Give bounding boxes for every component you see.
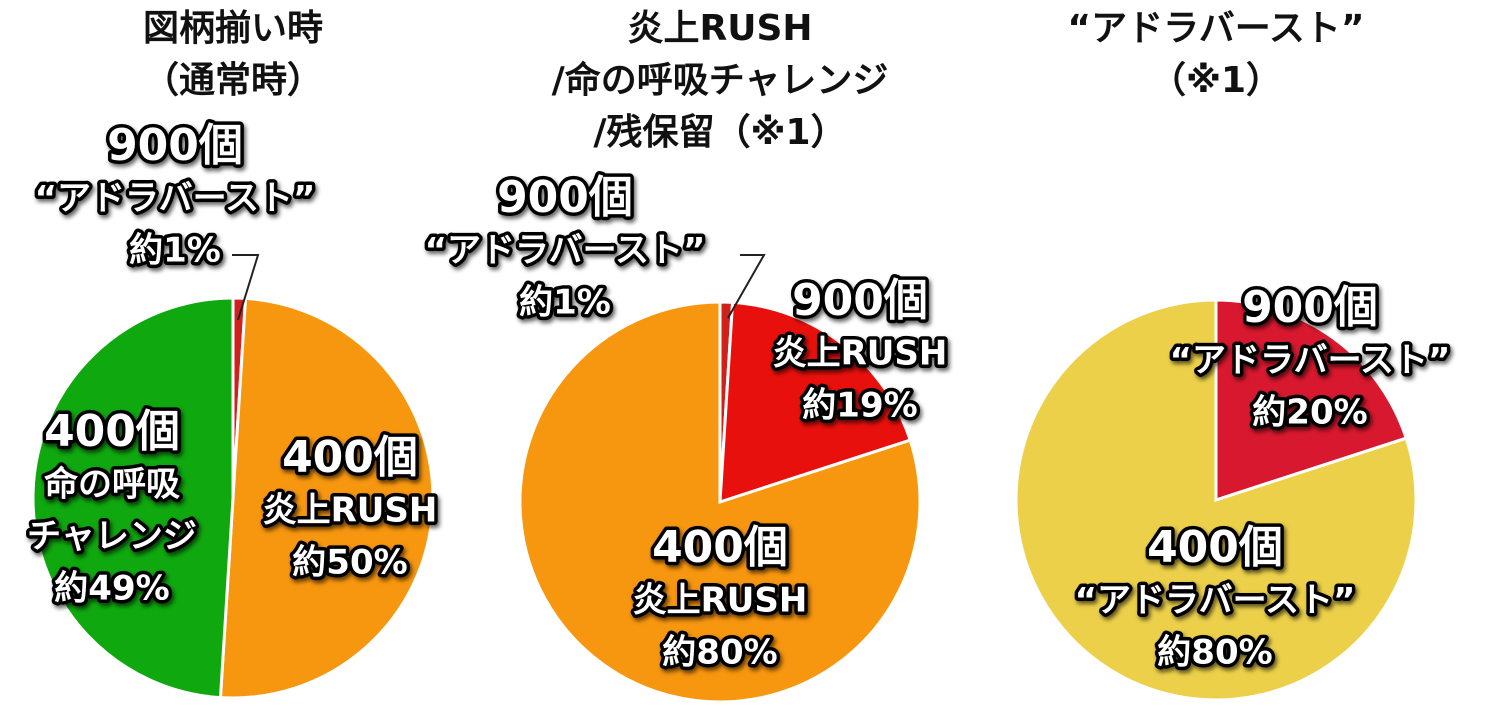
chart-title: “アドラバースト” xyxy=(1067,8,1364,49)
value-label: 約1% xyxy=(519,283,611,323)
chart-title: （通常時） xyxy=(143,60,323,101)
pie-slice xyxy=(218,296,435,700)
prize-label: 400個 xyxy=(282,432,418,483)
value-label: 約49% xyxy=(54,569,169,609)
leader-line xyxy=(232,254,260,321)
value-label: 約80% xyxy=(662,633,777,673)
prize-label: 900個 xyxy=(1242,282,1378,333)
pie-slice xyxy=(518,300,922,704)
prize-label: 900個 xyxy=(107,120,243,171)
chart-title: （※1） xyxy=(1150,60,1282,101)
slice-label: 炎上RUSH xyxy=(633,581,808,621)
pie-slice xyxy=(718,300,913,505)
value-label: 約19% xyxy=(802,386,917,426)
slice-label: “アドラバースト” xyxy=(425,231,706,271)
value-label: 約80% xyxy=(1157,633,1272,673)
slice-label: “アドラバースト” xyxy=(1075,581,1356,621)
chart-title: /残保留（※1） xyxy=(593,112,846,153)
pie-slice xyxy=(31,296,235,700)
value-label: 約20% xyxy=(1252,393,1367,433)
slice-label: チャレンジ xyxy=(27,517,197,557)
prize-label: 400個 xyxy=(652,522,788,573)
value-label: 約1% xyxy=(129,231,221,271)
slice-label: 炎上RUSH xyxy=(263,491,438,531)
pie-slice xyxy=(1014,298,1418,702)
value-label: 約50% xyxy=(292,543,407,583)
chart-title: 図柄揃い時 xyxy=(143,8,323,49)
slice-label: 命の呼吸 xyxy=(44,465,180,505)
chart-title: /命の呼吸チャレンジ xyxy=(552,59,889,101)
pie-slice xyxy=(1214,298,1409,503)
prize-label: 400個 xyxy=(44,406,180,457)
slice-label: 炎上RUSH xyxy=(773,334,948,374)
prize-label: 900個 xyxy=(497,172,633,223)
chart-title: 炎上RUSH xyxy=(627,8,812,49)
leader-line xyxy=(727,254,766,319)
slice-label: “アドラバースト” xyxy=(35,179,316,219)
prize-label: 400個 xyxy=(1147,522,1283,573)
slice-label: “アドラバースト” xyxy=(1170,341,1451,381)
prize-label: 900個 xyxy=(792,275,928,326)
